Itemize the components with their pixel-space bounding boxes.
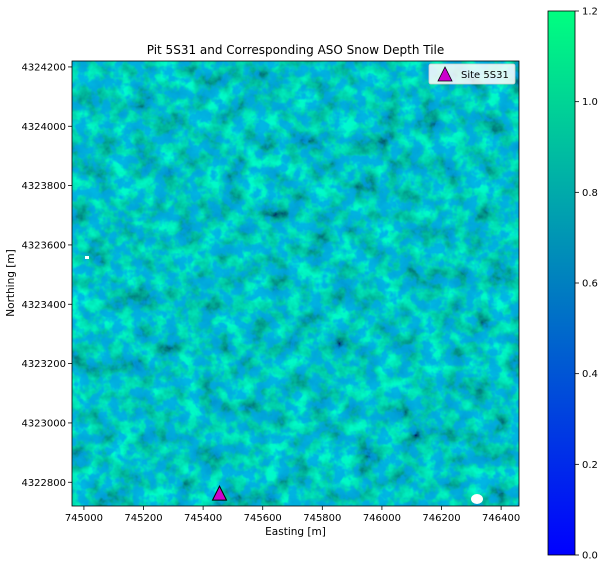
colorbar-tick-label: 0.2 <box>582 460 598 471</box>
y-tick-label: 4323000 <box>21 418 66 429</box>
legend-triangle-icon <box>437 66 453 82</box>
shallow-snow-patches <box>72 61 519 506</box>
colorbar-gradient <box>547 10 576 556</box>
colorbar-tick-label: 0.6 <box>582 279 598 290</box>
colorbar-tick-label: 1.2 <box>582 7 598 18</box>
colorbar-tick-label: 0.8 <box>582 188 598 199</box>
site-triangle-icon <box>211 485 228 501</box>
chart-title: Pit 5S31 and Corresponding ASO Snow Dept… <box>147 43 445 57</box>
x-axis-ticks: 745000 745200 745400 745600 745800 746000 7462… <box>65 506 520 524</box>
y-tick-label: 4322800 <box>21 478 66 489</box>
x-axis-label: Easting [m] <box>265 526 326 538</box>
x-tick-label: 745400 <box>184 513 222 524</box>
y-tick-label: 4324000 <box>21 122 66 133</box>
y-tick-label: 4323600 <box>21 240 66 251</box>
legend-label: Site 5S31 <box>461 70 509 81</box>
plot-area <box>72 61 519 506</box>
colorbar-tick-label: 0.0 <box>582 551 598 562</box>
x-tick-label: 745200 <box>124 513 162 524</box>
colorbar-ticks: 0.0 0.2 0.4 0.6 0.8 1.0 1.2 <box>575 7 598 562</box>
x-tick-label: 746200 <box>422 513 460 524</box>
y-tick-label: 4323400 <box>21 300 66 311</box>
x-tick-label: 746000 <box>363 513 401 524</box>
x-tick-label: 746400 <box>482 513 520 524</box>
y-axis-ticks: 4322800 4323000 4323200 4323400 4323600 43238… <box>21 62 72 489</box>
colorbar-tick-label: 1.0 <box>582 97 598 108</box>
y-axis-label: Northing [m] <box>5 249 17 316</box>
y-tick-label: 4323200 <box>21 359 66 370</box>
nodata-patch <box>471 494 483 504</box>
legend: Site 5S31 <box>428 63 516 85</box>
y-tick-label: 4324200 <box>21 62 66 73</box>
plot-frame <box>71 60 520 507</box>
x-tick-label: 745800 <box>303 513 341 524</box>
x-tick-label: 745600 <box>244 513 282 524</box>
colorbar-tick-label: 0.4 <box>582 369 598 380</box>
colorbar: 0.0 0.2 0.4 0.6 0.8 1.0 1.2 <box>547 7 598 562</box>
site-marker <box>211 485 228 501</box>
nodata-pixel <box>85 256 89 259</box>
y-tick-label: 4323800 <box>21 181 66 192</box>
x-tick-label: 745000 <box>65 513 103 524</box>
